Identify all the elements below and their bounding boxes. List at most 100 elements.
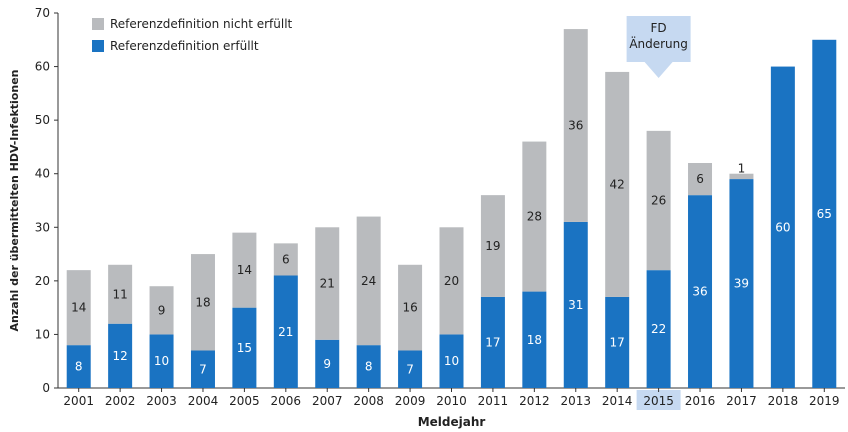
x-tick-label: 2008 (353, 394, 384, 408)
bar-erfuellt-2009 (398, 350, 423, 388)
bar-nicht-erfuellt-2005 (232, 232, 257, 308)
bar-nicht-erfuellt-2011 (480, 195, 505, 297)
x-tick-label: 2019 (809, 394, 840, 408)
data-label-nicht-erfuellt-2014: 42 (610, 177, 625, 191)
x-tick-label: 2012 (519, 394, 550, 408)
y-tick-label: 30 (35, 220, 50, 234)
bar-nicht-erfuellt-2015 (646, 130, 671, 271)
bar-erfuellt-2004 (190, 350, 215, 388)
bar-erfuellt-2003 (149, 334, 174, 388)
bar-erfuellt-2012 (522, 291, 547, 388)
y-tick-label: 70 (35, 6, 50, 20)
x-tick-label: 2016 (685, 394, 716, 408)
y-axis-title: Anzahl der übermittelten HDV-Infektionen (8, 70, 21, 332)
bar-erfuellt-2017 (729, 179, 754, 388)
legend-label-erfuellt: Referenzdefinition erfüllt (110, 39, 259, 53)
data-label-erfuellt-2016: 36 (692, 285, 707, 299)
bar-nicht-erfuellt-2007 (315, 227, 340, 340)
data-label-erfuellt-2015: 22 (651, 322, 666, 336)
data-label-nicht-erfuellt-2001: 14 (71, 301, 86, 315)
data-label-erfuellt-2002: 12 (112, 349, 127, 363)
data-label-erfuellt-2009: 7 (406, 362, 414, 376)
data-label-erfuellt-2008: 8 (365, 360, 373, 374)
data-label-erfuellt-2003: 10 (154, 354, 169, 368)
bar-nicht-erfuellt-2010 (439, 227, 464, 335)
x-tick-label: 2013 (560, 394, 591, 408)
x-tick-label: 2007 (312, 394, 343, 408)
data-label-nicht-erfuellt-2015: 26 (651, 194, 666, 208)
data-label-erfuellt-2007: 9 (323, 357, 331, 371)
legend-swatch-nicht-erfuellt (92, 18, 104, 30)
y-tick-label: 50 (35, 113, 50, 127)
x-tick-label: 2009 (395, 394, 426, 408)
x-tick-label: 2002 (105, 394, 136, 408)
bar-erfuellt-2015 (646, 270, 671, 388)
bar-erfuellt-2011 (480, 296, 505, 388)
highlight-tick-background (636, 390, 681, 410)
data-label-erfuellt-2019: 65 (817, 207, 832, 221)
x-tick-label: 2017 (726, 394, 757, 408)
data-label-nicht-erfuellt-2007: 21 (320, 277, 335, 291)
annotation-callout (626, 16, 691, 78)
data-label-erfuellt-2010: 10 (444, 354, 459, 368)
data-label-erfuellt-2017: 39 (734, 277, 749, 291)
data-label-nicht-erfuellt-2010: 20 (444, 274, 459, 288)
data-label-erfuellt-2018: 60 (775, 220, 790, 234)
bar-erfuellt-2010 (439, 334, 464, 388)
bar-nicht-erfuellt-2008 (356, 216, 381, 346)
data-label-erfuellt-2001: 8 (75, 360, 83, 374)
bar-nicht-erfuellt-2017 (729, 173, 754, 180)
bar-erfuellt-2014 (605, 296, 630, 388)
data-label-nicht-erfuellt-2006: 6 (282, 252, 290, 266)
data-label-nicht-erfuellt-2008: 24 (361, 274, 376, 288)
bar-erfuellt-2007 (315, 339, 340, 388)
data-label-nicht-erfuellt-2016: 6 (696, 172, 704, 186)
bar-erfuellt-2016 (688, 195, 713, 388)
data-label-erfuellt-2005: 15 (237, 341, 252, 355)
data-label-erfuellt-2011: 17 (485, 335, 500, 349)
bar-erfuellt-2008 (356, 345, 381, 388)
bar-nicht-erfuellt-2012 (522, 141, 547, 292)
bar-nicht-erfuellt-2009 (398, 264, 423, 351)
bar-erfuellt-2006 (273, 275, 298, 388)
bar-nicht-erfuellt-2001 (66, 270, 91, 346)
y-tick-label: 0 (42, 381, 50, 395)
x-tick-label: 2010 (436, 394, 467, 408)
data-label-nicht-erfuellt-2009: 16 (402, 301, 417, 315)
bar-nicht-erfuellt-2013 (563, 29, 588, 222)
legend-label-nicht-erfuellt: Referenzdefinition nicht erfüllt (110, 17, 293, 31)
bar-nicht-erfuellt-2003 (149, 286, 174, 335)
bar-nicht-erfuellt-2004 (190, 254, 215, 351)
data-label-erfuellt-2006: 21 (278, 325, 293, 339)
data-label-nicht-erfuellt-2003: 9 (158, 303, 166, 317)
y-tick-label: 40 (35, 167, 50, 181)
x-tick-label: 2001 (63, 394, 94, 408)
y-tick-label: 60 (35, 60, 50, 74)
legend-swatch-erfuellt (92, 40, 104, 52)
x-tick-label: 2006 (271, 394, 302, 408)
annotation-text-line: Änderung (629, 36, 688, 51)
data-label-nicht-erfuellt-2013: 36 (568, 119, 583, 133)
bar-erfuellt-2013 (563, 221, 588, 388)
x-tick-label: 2014 (602, 394, 633, 408)
bar-erfuellt-2005 (232, 307, 257, 388)
data-label-nicht-erfuellt-2012: 28 (527, 210, 542, 224)
x-tick-label: 2011 (478, 394, 509, 408)
data-label-nicht-erfuellt-2005: 14 (237, 263, 252, 277)
data-label-nicht-erfuellt-2002: 11 (112, 287, 127, 301)
data-label-erfuellt-2014: 17 (610, 335, 625, 349)
bar-nicht-erfuellt-2006 (273, 243, 298, 276)
x-tick-label: 2018 (768, 394, 799, 408)
y-tick-label: 10 (35, 327, 50, 341)
bar-erfuellt-2001 (66, 345, 91, 388)
data-label-nicht-erfuellt-2004: 18 (195, 295, 210, 309)
data-label-erfuellt-2004: 7 (199, 362, 207, 376)
data-label-nicht-erfuellt-2011: 19 (485, 239, 500, 253)
x-axis-title: Meldejahr (418, 415, 486, 429)
bar-nicht-erfuellt-2014 (605, 71, 630, 297)
annotation-text-line: FD (651, 21, 667, 35)
x-tick-label: 2004 (188, 394, 219, 408)
data-label-nicht-erfuellt-2017: 1 (738, 162, 746, 176)
